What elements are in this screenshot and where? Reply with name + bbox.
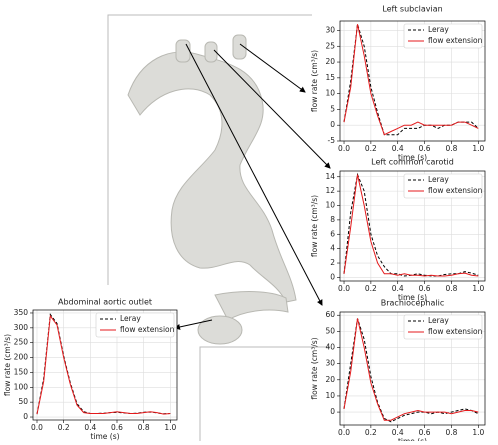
y-tick-label: 10: [325, 89, 335, 98]
x-tick-label: 0.6: [419, 428, 431, 437]
y-tick-label: 25: [325, 41, 335, 50]
y-axis-label: flow rate (cm³/s): [310, 195, 319, 257]
y-tick-label: 10: [325, 391, 335, 400]
y-tick-label: 150: [14, 367, 29, 376]
y-tick-label: 12: [325, 186, 335, 195]
legend-label: flow extension: [428, 36, 483, 45]
series-line: [343, 318, 479, 421]
y-tick-label: 0: [23, 412, 28, 421]
y-tick-label: 14: [325, 172, 335, 181]
legend-label: flow extension: [120, 325, 175, 334]
chart-title: Abdominal aortic outlet: [58, 298, 152, 307]
x-axis-label: time (s): [398, 437, 427, 441]
legend-label: flow extension: [428, 327, 483, 336]
y-tick-label: 5: [330, 104, 335, 113]
x-tick-label: 0.4: [84, 423, 96, 432]
x-tick-label: 0.4: [392, 144, 404, 153]
y-axis-label: flow rate (cm³/s): [3, 334, 12, 396]
axes-frame: [339, 311, 486, 426]
x-tick-label: 0.8: [138, 423, 150, 432]
y-tick-label: 2: [330, 258, 335, 267]
y-tick-label: 20: [325, 375, 335, 384]
chart-title: Brachiocephalic: [381, 299, 444, 308]
x-tick-label: 0.6: [419, 144, 431, 153]
y-tick-label: 50: [18, 397, 28, 406]
x-tick-label: 0.8: [445, 144, 457, 153]
x-tick-label: 1.0: [164, 423, 176, 432]
y-tick-label: -5: [328, 136, 336, 145]
chart-title: Left common carotid: [371, 158, 454, 167]
x-tick-label: 0.0: [338, 428, 350, 437]
y-axis-label: flow rate (cm³/s): [310, 50, 319, 112]
y-tick-label: 40: [325, 343, 335, 352]
panel-border: [107, 14, 312, 285]
y-tick-label: 60: [325, 310, 335, 319]
y-axis-label: flow rate (cm³/s): [310, 337, 319, 399]
y-tick-label: 100: [14, 382, 29, 391]
y-tick-label: 0: [330, 120, 335, 129]
y-tick-label: 30: [325, 25, 335, 34]
x-axis-label: time (s): [398, 293, 427, 302]
x-tick-label: 0.6: [111, 423, 123, 432]
x-tick-label: 0.2: [365, 144, 377, 153]
chart: 0.0 0.2 0.4 0.6 0.8 1.0 0 10 20 30 40 50 60 Brachioce…: [310, 299, 486, 445]
legend-label: Leray: [120, 314, 141, 323]
x-tick-label: 0.6: [419, 284, 431, 293]
x-tick-label: 1.0: [472, 284, 484, 293]
y-tick-label: 15: [325, 73, 335, 82]
y-tick-label: 300: [14, 323, 29, 332]
x-tick-label: 0.0: [338, 284, 350, 293]
axes-frame: [339, 20, 486, 142]
series-line: [343, 174, 479, 277]
x-tick-label: 0.0: [338, 144, 350, 153]
y-tick-label: 0: [330, 407, 335, 416]
legend-label: flow extension: [428, 186, 483, 195]
arrows: [174, 43, 331, 330]
x-tick-label: 0.0: [31, 423, 43, 432]
y-tick-label: 0: [330, 272, 335, 281]
x-axis-label: time (s): [90, 432, 119, 441]
x-tick-label: 0.2: [365, 428, 377, 437]
y-tick-label: 250: [14, 338, 29, 347]
y-tick-label: 30: [325, 359, 335, 368]
x-tick-label: 0.8: [445, 428, 457, 437]
y-tick-label: 4: [330, 244, 335, 253]
chart: 0.0 0.2 0.4 0.6 0.8 1.0 -5 0 5 10 15 20 25 30 Left sub…: [310, 5, 486, 162]
x-tick-label: 0.2: [365, 284, 377, 293]
series-line: [343, 318, 479, 423]
x-tick-label: 0.4: [392, 284, 404, 293]
y-tick-label: 6: [330, 229, 335, 238]
axes-frame: [32, 309, 178, 421]
x-tick-label: 0.4: [392, 428, 404, 437]
y-tick-label: 8: [330, 215, 335, 224]
panel-border: [199, 346, 330, 441]
series-line: [36, 314, 171, 415]
y-tick-label: 10: [325, 201, 335, 210]
chart: 0.0 0.2 0.4 0.6 0.8 1.0 0 2 4 6 8 10 12 14 Left common…: [310, 158, 486, 302]
x-tick-label: 1.0: [472, 144, 484, 153]
legend-label: Leray: [428, 175, 449, 184]
axes-frame: [339, 170, 486, 282]
y-tick-label: 50: [325, 326, 335, 335]
x-axis-label: time (s): [398, 153, 427, 162]
series-line: [343, 24, 479, 136]
x-tick-label: 0.8: [445, 284, 457, 293]
legend-label: Leray: [428, 316, 449, 325]
aorta-model: [127, 34, 297, 345]
chart-title: Left subclavian: [382, 5, 442, 14]
series-line: [343, 24, 479, 136]
y-tick-label: 200: [14, 353, 29, 362]
x-tick-label: 1.0: [472, 428, 484, 437]
y-tick-label: 20: [325, 57, 335, 66]
chart: 0.0 0.2 0.4 0.6 0.8 1.0 0 50 100 150 200 250 300 350 A…: [3, 298, 178, 441]
legend-label: Leray: [428, 25, 449, 34]
y-tick-label: 350: [14, 308, 29, 317]
x-tick-label: 0.2: [58, 423, 70, 432]
